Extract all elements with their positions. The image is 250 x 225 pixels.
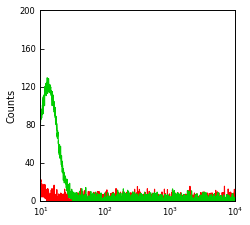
Y-axis label: Counts: Counts xyxy=(7,89,17,123)
